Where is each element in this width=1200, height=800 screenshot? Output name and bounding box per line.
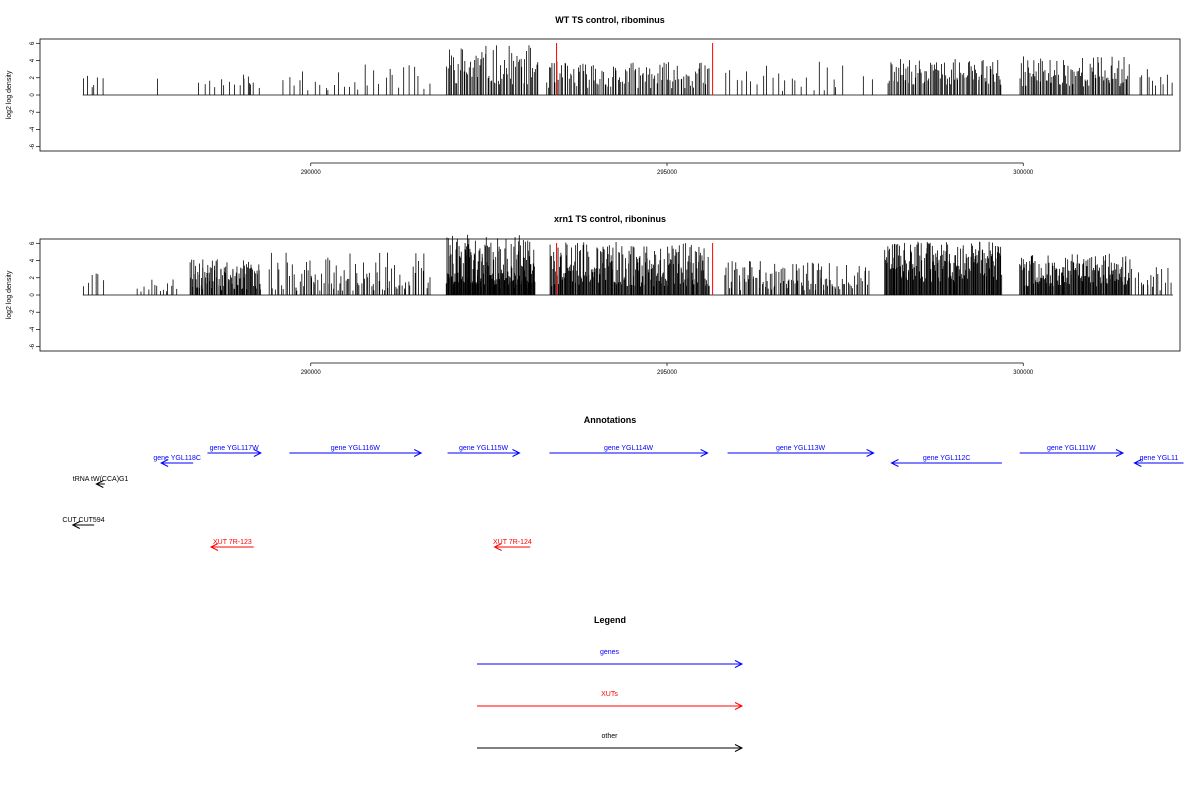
legend-xut-label: XUTs [601, 691, 618, 698]
wt-track-marks: -6 -4 -2 0 2 4 6 290000 295000 300000 [30, 38, 1181, 176]
wt-xtick-label: 290000 [301, 170, 322, 176]
gene-ygl113w-arrowhead [866, 449, 875, 457]
gene-ygl117w-label: gene YGL117W [210, 445, 260, 452]
gene-ygl116w-arrowhead [413, 449, 423, 457]
xrn1-track-ylabel: log2 log density [6, 270, 13, 319]
gene-ygl11-label: gene YGL11 [1140, 455, 1179, 462]
wt-xtick-label: 295000 [657, 170, 678, 176]
gene-ygl116w-label: gene YGL116W [331, 445, 381, 452]
gene-ygl112c-label: gene YGL112C [923, 455, 971, 462]
legend-other-label: other [602, 733, 619, 740]
xrn1-xtick-label: 300000 [1013, 370, 1034, 376]
gene-ygl115w-arrowhead [512, 449, 521, 457]
wt-ytick-label: 0 [30, 93, 36, 97]
gene-ygl115w-label: gene YGL115W [459, 445, 509, 452]
xrn1-ytick-label: 2 [30, 275, 36, 279]
xrn1-track-marks: -6 -4 -2 0 2 4 6 290000 295000 300000 [30, 234, 1181, 376]
wt-track-panel: WT TS control, ribominus log2 log densit… [6, 15, 1181, 176]
annotations-title: Annotations [584, 415, 637, 425]
wt-ytick-label: 4 [30, 58, 36, 62]
xrn1-ytick-label: 6 [30, 241, 36, 245]
gene-ygl118c-arrowhead [160, 459, 169, 467]
wt-track-ylabel: log2 log density [6, 70, 13, 119]
gene-ygl113w-label: gene YGL113W [776, 445, 826, 452]
gene-ygl117w-arrowhead [253, 449, 262, 457]
trna-tw-cca-g1-arrowhead [95, 480, 104, 488]
xrn1-ytick-label: -6 [30, 343, 36, 349]
legend-panel: Legend genes XUTs other [477, 615, 744, 752]
legend-xut-arrowhead [734, 702, 744, 710]
wt-ytick-label: -4 [30, 126, 36, 132]
gene-ygl114w-label: gene YGL114W [604, 445, 654, 452]
legend-items: genes XUTs other [477, 649, 744, 752]
xrn1-track-panel: xrn1 TS control, riboninus log2 log dens… [6, 214, 1181, 376]
xut-7r-123-arrowhead [209, 543, 219, 551]
legend-other-arrowhead [734, 744, 744, 752]
xrn1-ytick-label: 0 [30, 293, 36, 297]
gene-ygl118c-label: gene YGL118C [153, 455, 201, 462]
wt-ytick-label: 6 [30, 41, 36, 45]
gene-ygl111w-label: gene YGL111W [1047, 445, 1096, 452]
xrn1-ytick-label: 4 [30, 258, 36, 262]
xrn1-xtick-label: 295000 [657, 370, 678, 376]
cut-cut594-arrowhead [71, 521, 80, 529]
trna-tw-cca-g1-label: tRNA tW(CCA)G1 [73, 476, 129, 483]
cut-cut594-label: CUT CUT594 [62, 517, 104, 524]
xut-7r-123-label: XUT 7R-123 [213, 539, 252, 546]
xut-7r-124-arrowhead [493, 543, 502, 551]
legend-gene-label: genes [600, 649, 620, 656]
xrn1-ytick-label: -2 [30, 309, 36, 315]
gene-ygl112c-arrowhead [890, 459, 899, 467]
legend-title: Legend [594, 615, 626, 625]
xrn1-track-title: xrn1 TS control, riboninus [554, 214, 666, 224]
wt-ytick-label: 2 [30, 75, 36, 79]
wt-track-title: WT TS control, ribominus [555, 15, 665, 25]
gene-ygl11-arrowhead [1133, 459, 1142, 467]
gene-ygl114w-arrowhead [700, 449, 709, 457]
legend-gene-arrowhead [734, 660, 744, 668]
xrn1-xtick-label: 290000 [301, 370, 322, 376]
gene-ygl111w-arrowhead [1115, 449, 1125, 457]
wt-ytick-label: -6 [30, 143, 36, 149]
xrn1-ytick-label: -4 [30, 326, 36, 332]
xut-7r-124-label: XUT 7R-124 [493, 539, 532, 546]
annotation-features: gene YGL117W gene YGL118C gene YGL116W gene… [62, 445, 1184, 551]
wt-ytick-label: -2 [30, 109, 36, 115]
wt-xtick-label: 300000 [1013, 170, 1034, 176]
